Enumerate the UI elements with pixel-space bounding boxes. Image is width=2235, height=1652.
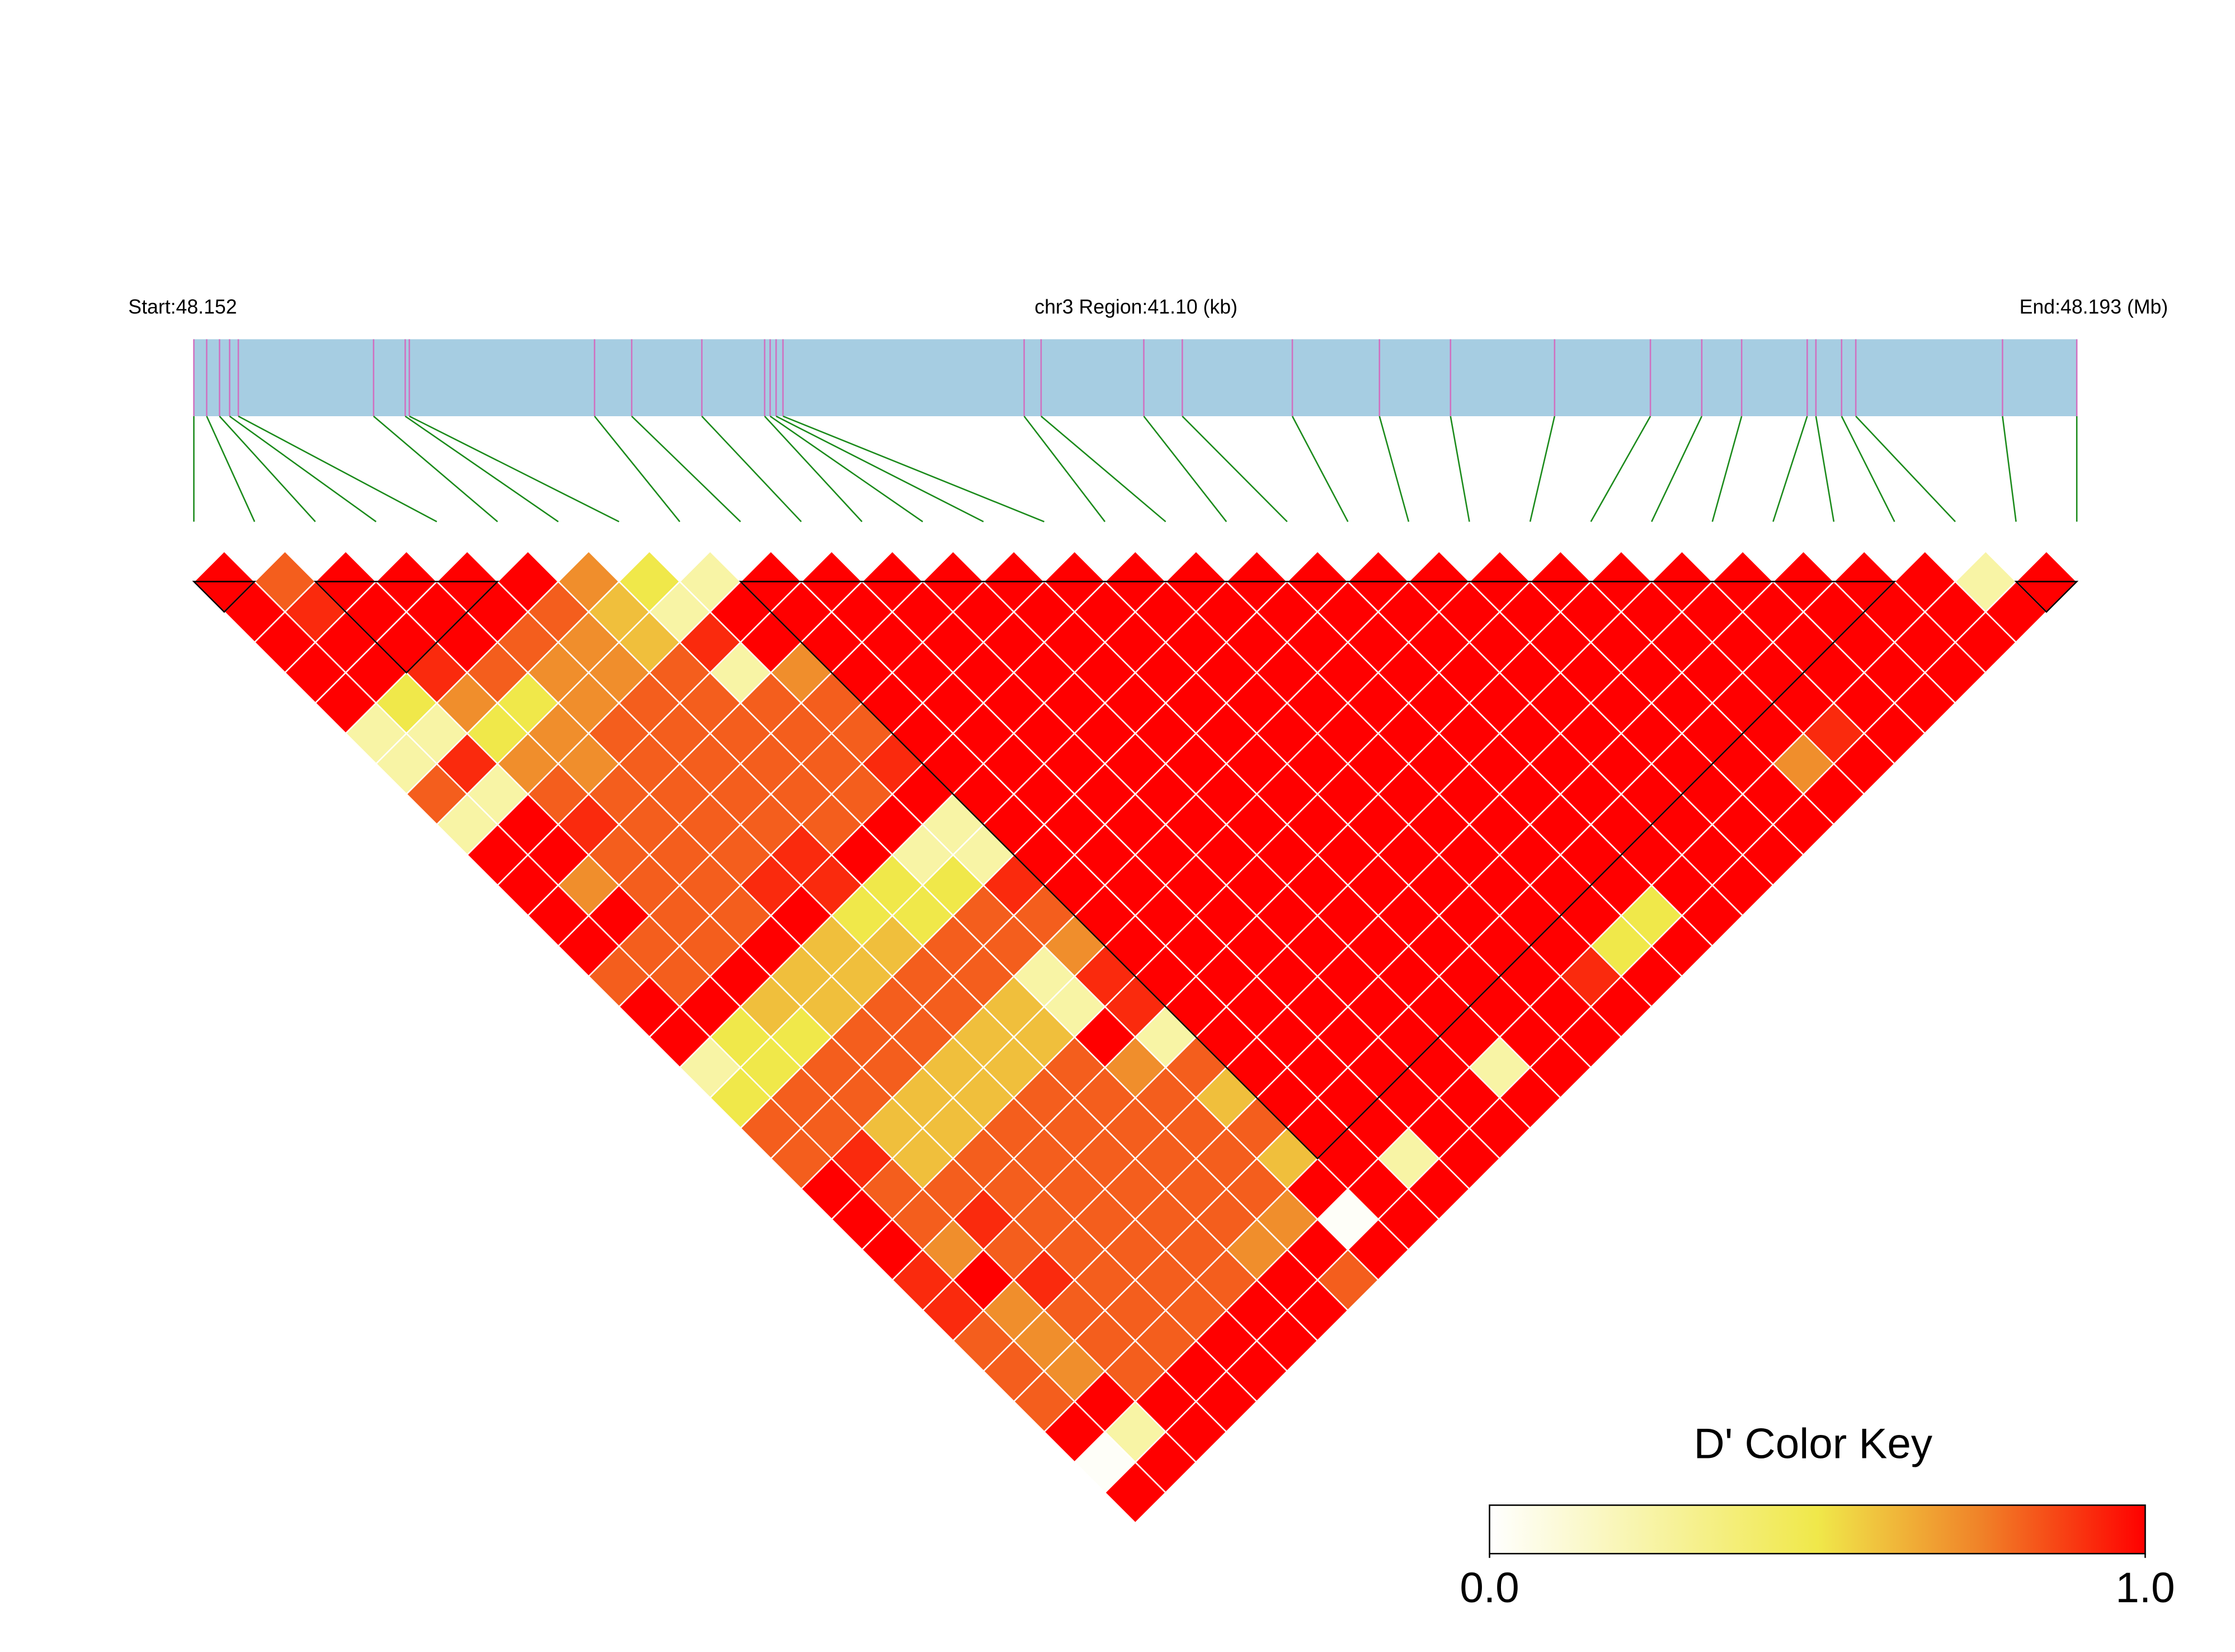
snp-connector [1772,416,1808,522]
snp-connector [404,415,559,523]
ld-block [192,581,257,613]
snp-connector [373,416,498,523]
ld-block [2014,581,2079,613]
ld-block [738,581,1897,1160]
key-title: D' Color Key [1694,1420,1933,1467]
snp-connector [1143,416,1227,523]
snp-connector [1041,416,1166,523]
key-tick-label: 0.0 [1460,1564,1519,1612]
snp-connector [229,415,377,523]
snp-connector [775,415,984,523]
start-label: Start:48.152 [128,296,237,318]
snp-connector [1378,416,1410,522]
snp-connector [764,416,863,523]
snp-connector [2002,416,2017,522]
snp-connector [1023,416,1106,523]
snp-connector [1855,416,1956,523]
snp-connector [1450,416,1470,522]
snp-connector [1711,416,1743,522]
region-bar [194,339,2077,416]
snp-connector [1815,416,1835,522]
snp-connector [594,416,681,523]
snp-connector [1529,416,1556,522]
snp-connector [219,416,316,523]
snp-connector [1291,416,1349,523]
region-label: chr3 Region:41.10 (kb) [1034,296,1238,318]
snp-connector [1841,416,1895,523]
snp-connector [1182,416,1288,523]
color-key [1489,1504,2146,1555]
snp-connector [783,415,1044,523]
snp-connector [1651,416,1702,523]
snp-connector [206,416,256,523]
snp-connector [701,416,802,523]
snp-connector [1590,416,1651,523]
snp-connector [409,415,620,523]
snp-connector [769,415,924,523]
snp-connector [631,416,741,523]
key-tick-label: 1.0 [2115,1564,2175,1612]
snp-connector [238,415,437,523]
end-label: End:48.193 (Mb) [2020,296,2168,318]
ld-block [313,581,500,674]
